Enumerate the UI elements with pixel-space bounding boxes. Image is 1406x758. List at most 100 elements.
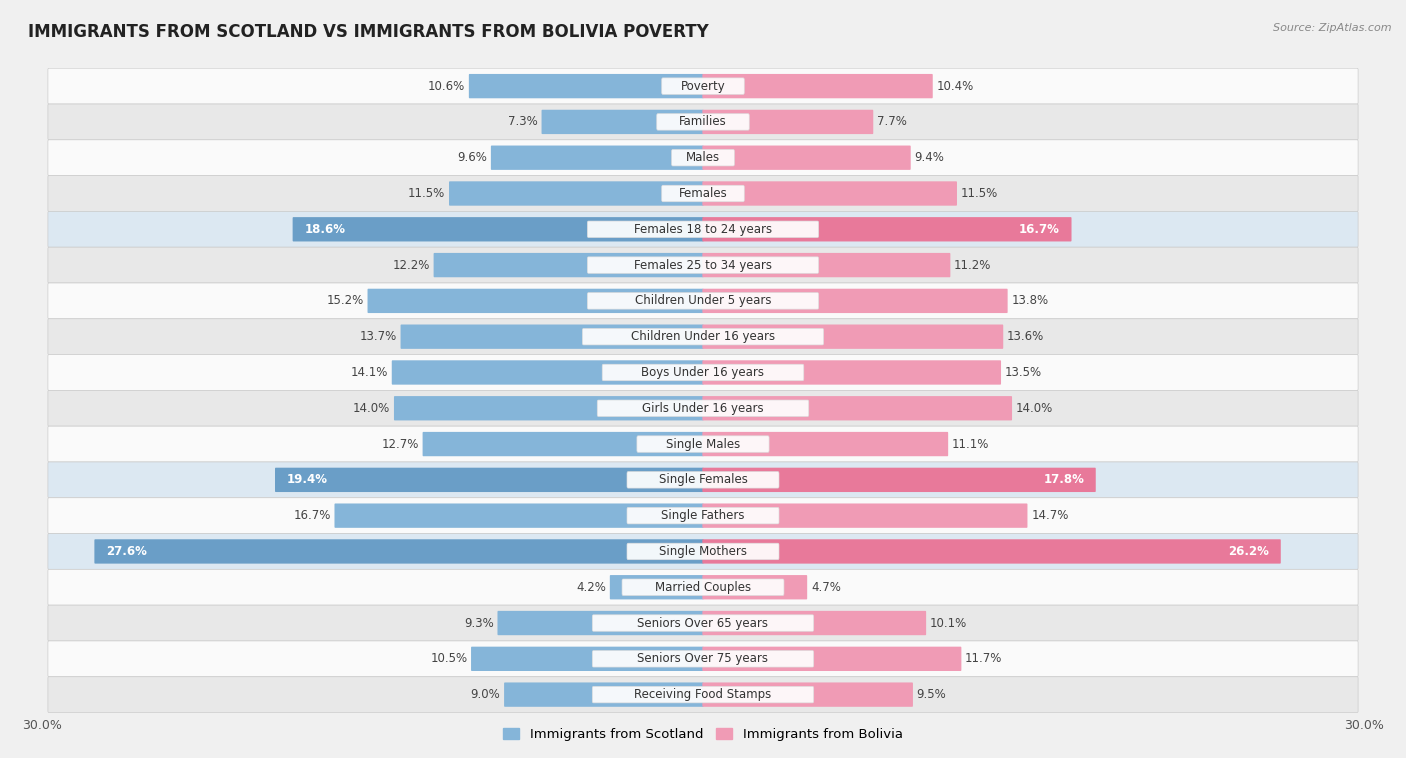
Text: Girls Under 16 years: Girls Under 16 years [643,402,763,415]
FancyBboxPatch shape [48,605,1358,641]
FancyBboxPatch shape [703,647,962,671]
FancyBboxPatch shape [703,468,1095,492]
FancyBboxPatch shape [657,114,749,130]
FancyBboxPatch shape [662,185,744,202]
FancyBboxPatch shape [48,426,1358,462]
FancyBboxPatch shape [592,615,814,631]
FancyBboxPatch shape [703,181,957,205]
FancyBboxPatch shape [592,650,814,667]
Text: 19.4%: 19.4% [287,473,328,487]
FancyBboxPatch shape [703,146,911,170]
Legend: Immigrants from Scotland, Immigrants from Bolivia: Immigrants from Scotland, Immigrants fro… [503,728,903,741]
Text: 12.2%: 12.2% [392,258,430,271]
Text: 16.7%: 16.7% [294,509,330,522]
FancyBboxPatch shape [48,462,1358,498]
FancyBboxPatch shape [703,611,927,635]
FancyBboxPatch shape [592,687,814,703]
FancyBboxPatch shape [703,110,873,134]
Text: Single Females: Single Females [658,473,748,487]
FancyBboxPatch shape [703,539,1281,564]
Text: Females 25 to 34 years: Females 25 to 34 years [634,258,772,271]
Text: 13.5%: 13.5% [1005,366,1042,379]
FancyBboxPatch shape [621,579,785,596]
Text: 11.2%: 11.2% [955,258,991,271]
FancyBboxPatch shape [276,468,703,492]
FancyBboxPatch shape [588,293,818,309]
Text: IMMIGRANTS FROM SCOTLAND VS IMMIGRANTS FROM BOLIVIA POVERTY: IMMIGRANTS FROM SCOTLAND VS IMMIGRANTS F… [28,23,709,41]
FancyBboxPatch shape [401,324,703,349]
Text: Females: Females [679,187,727,200]
Text: Children Under 5 years: Children Under 5 years [634,294,772,308]
Text: 18.6%: 18.6% [304,223,346,236]
Text: 11.7%: 11.7% [965,653,1002,666]
Text: 13.8%: 13.8% [1011,294,1049,308]
FancyBboxPatch shape [505,682,703,706]
FancyBboxPatch shape [94,539,703,564]
FancyBboxPatch shape [637,436,769,453]
Text: 26.2%: 26.2% [1229,545,1270,558]
Text: Boys Under 16 years: Boys Under 16 years [641,366,765,379]
Text: 7.3%: 7.3% [508,115,537,128]
FancyBboxPatch shape [588,221,818,237]
Text: 15.2%: 15.2% [326,294,364,308]
Text: 10.4%: 10.4% [936,80,974,92]
FancyBboxPatch shape [394,396,703,421]
FancyBboxPatch shape [392,360,703,384]
Text: 10.6%: 10.6% [427,80,465,92]
Text: 14.0%: 14.0% [1015,402,1053,415]
FancyBboxPatch shape [703,396,1012,421]
FancyBboxPatch shape [588,257,818,274]
Text: Single Males: Single Males [666,437,740,450]
Text: Single Fathers: Single Fathers [661,509,745,522]
Text: Males: Males [686,151,720,164]
FancyBboxPatch shape [703,682,912,706]
FancyBboxPatch shape [48,211,1358,247]
FancyBboxPatch shape [48,355,1358,390]
FancyBboxPatch shape [48,677,1358,713]
FancyBboxPatch shape [449,181,703,205]
Text: 17.8%: 17.8% [1043,473,1084,487]
FancyBboxPatch shape [491,146,703,170]
FancyBboxPatch shape [582,328,824,345]
FancyBboxPatch shape [610,575,703,600]
FancyBboxPatch shape [48,139,1358,176]
Text: 4.2%: 4.2% [576,581,606,594]
FancyBboxPatch shape [703,575,807,600]
FancyBboxPatch shape [48,319,1358,355]
Text: 14.7%: 14.7% [1031,509,1069,522]
FancyBboxPatch shape [703,324,1004,349]
Text: 4.7%: 4.7% [811,581,841,594]
FancyBboxPatch shape [703,253,950,277]
FancyBboxPatch shape [703,432,948,456]
FancyBboxPatch shape [703,289,1008,313]
Text: 14.0%: 14.0% [353,402,391,415]
FancyBboxPatch shape [703,503,1028,528]
FancyBboxPatch shape [672,149,734,166]
FancyBboxPatch shape [703,360,1001,384]
FancyBboxPatch shape [433,253,703,277]
Text: 10.5%: 10.5% [430,653,467,666]
Text: 13.7%: 13.7% [360,330,396,343]
FancyBboxPatch shape [471,647,703,671]
Text: 14.1%: 14.1% [350,366,388,379]
Text: 13.6%: 13.6% [1007,330,1045,343]
FancyBboxPatch shape [703,217,1071,242]
FancyBboxPatch shape [627,543,779,559]
Text: Single Mothers: Single Mothers [659,545,747,558]
Text: 12.7%: 12.7% [381,437,419,450]
FancyBboxPatch shape [48,176,1358,211]
FancyBboxPatch shape [48,498,1358,534]
FancyBboxPatch shape [48,68,1358,104]
FancyBboxPatch shape [48,569,1358,605]
Text: 9.6%: 9.6% [457,151,486,164]
Text: Children Under 16 years: Children Under 16 years [631,330,775,343]
Text: 7.7%: 7.7% [877,115,907,128]
Text: 9.4%: 9.4% [914,151,945,164]
FancyBboxPatch shape [48,390,1358,426]
FancyBboxPatch shape [602,365,804,381]
Text: 10.1%: 10.1% [929,616,967,630]
Text: Poverty: Poverty [681,80,725,92]
FancyBboxPatch shape [48,283,1358,319]
FancyBboxPatch shape [48,247,1358,283]
FancyBboxPatch shape [468,74,703,99]
